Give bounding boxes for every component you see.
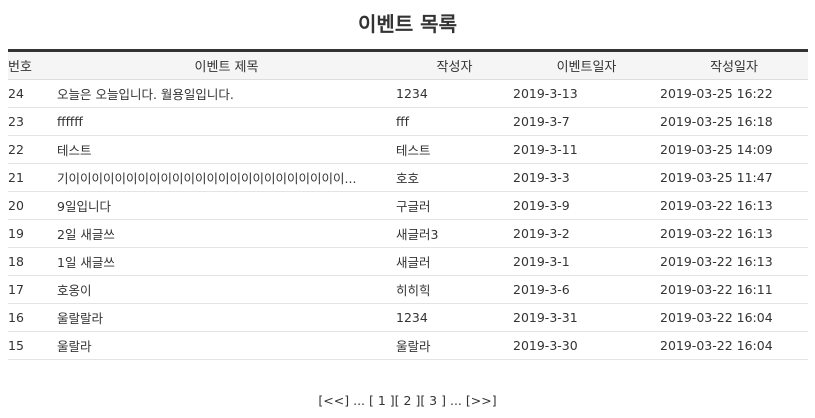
page-title: 이벤트 목록 [358,12,457,36]
pager-next-link[interactable]: [>>] [465,393,497,408]
cell-writer: 호호 [396,163,513,192]
cell-event-date: 2019-3-9 [513,191,660,220]
event-subject-link[interactable]: 울랄랄라 [57,311,104,326]
pager-ellipsis-right: ... [449,393,462,408]
cell-reg-date: 2019-03-22 16:11 [660,275,808,304]
cell-writer: fff [396,107,513,136]
event-subject-link[interactable]: 테스트 [57,143,92,158]
pager-page-3-link[interactable]: [ 3 ] [420,393,446,408]
cell-subject: 울랄랄라 [57,303,396,332]
event-subject-link[interactable]: 9일입니다 [57,199,111,214]
table-row[interactable]: 15 울랄라 울랄라 2019-3-30 2019-03-22 16:04 [8,331,808,360]
event-subject-link[interactable]: 오늘은 오늘입니다. 월용일입니다. [57,87,234,102]
cell-subject: 1일 새글쓰 [57,247,396,276]
table-row[interactable]: 17 호옹이 히히힉 2019-3-6 2019-03-22 16:11 [8,275,808,304]
cell-no: 15 [8,331,57,360]
cell-subject: 9일입니다 [57,191,396,220]
cell-no: 21 [8,163,57,192]
table-row[interactable]: 21 기이이이이이이이이이이이이이이이이이이이이이이이이... 호호 2019-3-3… [8,163,808,192]
cell-event-date: 2019-3-7 [513,107,660,136]
event-subject-link[interactable]: 2일 새글쓰 [57,227,115,242]
cell-writer: 1234 [396,79,513,108]
cell-subject: 호옹이 [57,275,396,304]
pagination: [<<] ... [ 1 ][ 2 ][ 3 ] ... [>>] [0,393,815,409]
event-subject-link[interactable]: 호옹이 [57,283,92,298]
table-row[interactable]: 20 9일입니다 구글러 2019-3-9 2019-03-22 16:13 [8,191,808,220]
header-writer: 작성자 [396,49,513,80]
header-subject: 이벤트 제목 [57,49,396,80]
cell-no: 23 [8,107,57,136]
table-row[interactable]: 19 2일 새글쓰 새글러3 2019-3-2 2019-03-22 16:13 [8,219,808,248]
cell-event-date: 2019-3-13 [513,79,660,108]
cell-no: 20 [8,191,57,220]
table-header: 번호 이벤트 제목 작성자 이벤트일자 작성일자 [8,49,808,80]
cell-reg-date: 2019-03-22 16:13 [660,247,808,276]
header-reg-date: 작성일자 [660,49,808,80]
cell-subject: 2일 새글쓰 [57,219,396,248]
cell-event-date: 2019-3-2 [513,219,660,248]
cell-no: 22 [8,135,57,164]
event-subject-link[interactable]: 1일 새글쓰 [57,255,115,270]
cell-reg-date: 2019-03-22 16:04 [660,303,808,332]
event-subject-link[interactable]: ffffff [57,114,83,129]
cell-event-date: 2019-3-3 [513,163,660,192]
cell-writer: 테스트 [396,135,513,164]
pager-ellipsis-left: ... [353,393,366,408]
table-row[interactable]: 24 오늘은 오늘입니다. 월용일입니다. 1234 2019-3-13 2019-03… [8,79,808,108]
cell-subject: ffffff [57,107,396,136]
cell-reg-date: 2019-03-22 16:04 [660,331,808,360]
cell-reg-date: 2019-03-25 16:18 [660,107,808,136]
cell-subject: 기이이이이이이이이이이이이이이이이이이이이이이이이... [57,163,396,192]
header-no: 번호 [8,49,57,80]
cell-reg-date: 2019-03-22 16:13 [660,191,808,220]
cell-reg-date: 2019-03-25 14:09 [660,135,808,164]
table-body: 24 오늘은 오늘입니다. 월용일입니다. 1234 2019-3-13 2019-03… [8,79,808,360]
cell-writer: 새글러3 [396,219,513,248]
event-table: 번호 이벤트 제목 작성자 이벤트일자 작성일자 24 오늘은 오늘입니다. 월용… [8,49,808,360]
cell-no: 17 [8,275,57,304]
cell-no: 19 [8,219,57,248]
event-subject-link[interactable]: 울랄라 [57,339,92,354]
cell-event-date: 2019-3-1 [513,247,660,276]
cell-writer: 1234 [396,303,513,332]
event-subject-link[interactable]: 기이이이이이이이이이이이이이이이이이이이이이이이이... [57,171,357,186]
event-table-container: 번호 이벤트 제목 작성자 이벤트일자 작성일자 24 오늘은 오늘입니다. 월용… [8,49,808,360]
cell-event-date: 2019-3-31 [513,303,660,332]
table-row[interactable]: 22 테스트 테스트 2019-3-11 2019-03-25 14:09 [8,135,808,164]
cell-reg-date: 2019-03-22 16:13 [660,219,808,248]
cell-writer: 구글러 [396,191,513,220]
cell-no: 18 [8,247,57,276]
cell-subject: 오늘은 오늘입니다. 월용일입니다. [57,79,396,108]
cell-reg-date: 2019-03-25 16:22 [660,79,808,108]
table-row[interactable]: 16 울랄랄라 1234 2019-3-31 2019-03-22 16:04 [8,303,808,332]
cell-reg-date: 2019-03-25 11:47 [660,163,808,192]
pager-prev-link[interactable]: [<<] [318,393,350,408]
cell-event-date: 2019-3-30 [513,331,660,360]
pager-page-2-link[interactable]: [ 2 ] [394,393,421,408]
cell-no: 16 [8,303,57,332]
header-event-date: 이벤트일자 [513,49,660,80]
cell-subject: 테스트 [57,135,396,164]
cell-no: 24 [8,79,57,108]
table-row[interactable]: 23 ffffff fff 2019-3-7 2019-03-25 16:18 [8,107,808,136]
cell-subject: 울랄라 [57,331,396,360]
cell-writer: 울랄라 [396,331,513,360]
table-row[interactable]: 18 1일 새글쓰 새글러 2019-3-1 2019-03-22 16:13 [8,247,808,276]
cell-writer: 히히힉 [396,275,513,304]
cell-writer: 새글러 [396,247,513,276]
pager-page-1-link[interactable]: [ 1 ] [369,393,395,408]
cell-event-date: 2019-3-11 [513,135,660,164]
cell-event-date: 2019-3-6 [513,275,660,304]
